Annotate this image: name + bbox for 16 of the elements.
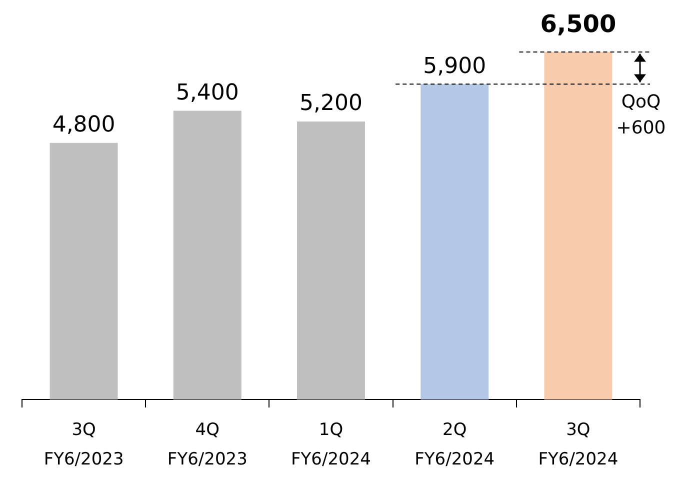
data-label: 6,500 xyxy=(540,10,616,38)
x-tick-label: 1Q FY6/2024 xyxy=(291,420,371,470)
bar xyxy=(297,122,365,400)
data-label: 5,200 xyxy=(300,91,362,116)
bar xyxy=(544,52,612,400)
bar xyxy=(420,84,489,400)
x-tick-label: 3Q FY6/2024 xyxy=(538,420,618,470)
x-tick-label: 4Q FY6/2023 xyxy=(167,420,248,470)
x-tick-label: 2Q FY6/2024 xyxy=(414,420,495,470)
data-label: 4,800 xyxy=(52,112,116,138)
bar xyxy=(50,142,118,400)
bar xyxy=(173,110,242,400)
data-label: 5,900 xyxy=(423,54,486,79)
annotation: QoQ +600 xyxy=(616,92,666,139)
data-label: 5,400 xyxy=(176,80,239,106)
x-tick-label: 3Q FY6/2023 xyxy=(44,420,124,470)
